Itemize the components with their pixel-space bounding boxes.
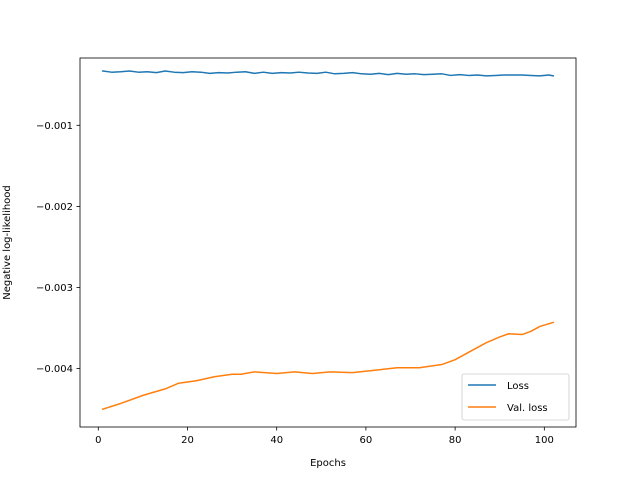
x-tick-label: 60 [360,435,373,446]
plot-area [80,58,576,427]
y-axis-label: Negative log-likelihood [2,185,13,300]
series-layer [101,70,555,411]
x-axis-ticks: 0 20 40 60 80 100 [95,427,554,446]
x-axis-label: Epochs [310,458,346,469]
x-tick-label: 40 [270,435,283,446]
x-tick-label: 100 [535,435,554,446]
series-line-val-loss [101,321,555,411]
legend-label-val-loss: Val. loss [507,403,548,414]
legend-label-loss: Loss [507,381,529,392]
x-tick-label: 0 [95,435,101,446]
x-tick-label: 20 [181,435,194,446]
y-tick-label: −0.002 [36,202,73,213]
y-tick-label: −0.001 [36,121,73,132]
y-tick-label: −0.003 [36,283,73,294]
y-axis-ticks: −0.001 −0.002 −0.003 −0.004 [36,121,80,375]
y-tick-label: −0.004 [36,364,73,375]
axes-frame [79,57,577,428]
series-line-loss [101,70,555,77]
legend: Loss Val. loss [461,373,570,421]
axes-background [80,58,576,427]
x-tick-label: 80 [449,435,462,446]
